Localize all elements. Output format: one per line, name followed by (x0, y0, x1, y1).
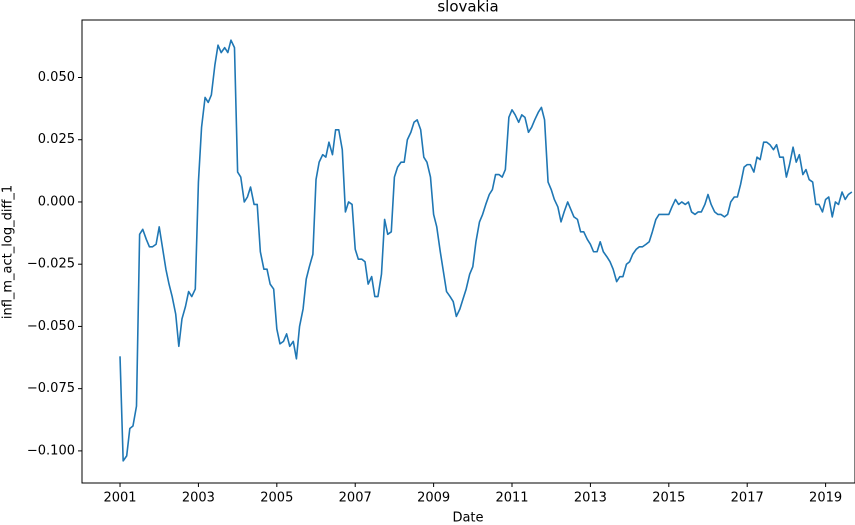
x-tick-label: 2011 (495, 491, 528, 506)
x-tick-label: 2015 (652, 491, 685, 506)
x-tick-label: 2009 (417, 491, 450, 506)
y-tick-label: −0.025 (27, 257, 75, 272)
y-tick-label: 0.000 (38, 194, 75, 209)
x-tick-label: 2019 (809, 491, 842, 506)
y-tick-label: −0.050 (27, 319, 75, 334)
y-tick-label: −0.100 (27, 443, 75, 458)
y-tick-label: −0.075 (27, 381, 75, 396)
plot-frame (81, 19, 855, 484)
y-axis-label: infl_m_act_log_diff_1 (1, 185, 16, 319)
data-line (119, 39, 853, 462)
chart-title: slovakia (437, 0, 498, 16)
x-tick-label: 2007 (339, 491, 372, 506)
x-axis-label: Date (452, 511, 483, 525)
x-tick-label: 2013 (574, 491, 607, 506)
y-tick-label: 0.025 (38, 132, 75, 147)
x-tick-label: 2017 (731, 491, 764, 506)
y-tick-label: 0.050 (38, 70, 75, 85)
x-tick-label: 2001 (103, 491, 136, 506)
x-tick-label: 2003 (182, 491, 215, 506)
x-tick-label: 2005 (260, 491, 293, 506)
